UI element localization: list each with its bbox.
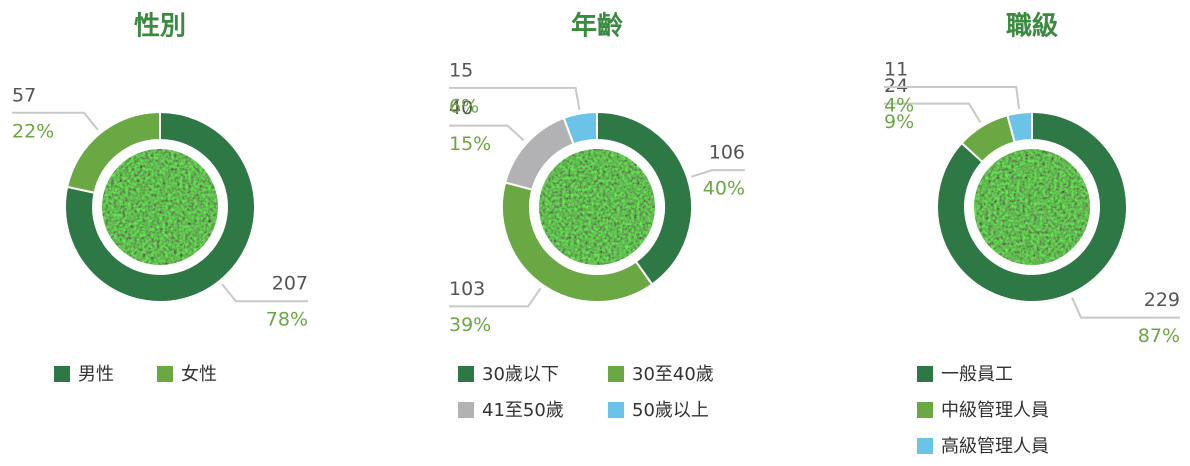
percent-label: 40% — [703, 178, 745, 200]
percent-label: 6% — [449, 95, 479, 117]
center-image — [974, 149, 1090, 265]
legend-label: 女性 — [181, 364, 217, 385]
legend-label: 高級管理人員 — [941, 436, 1049, 457]
count-label: 106 — [709, 142, 745, 164]
legend-swatch — [157, 366, 173, 382]
chart-title: 性別 — [134, 12, 186, 42]
page: {"chart_data": [ {"type": "donut", "titl… — [0, 0, 1190, 466]
legend-swatch — [458, 402, 474, 418]
legend-label: 50歲以上 — [632, 400, 709, 421]
count-label: 229 — [1144, 289, 1180, 311]
legend-swatch — [917, 438, 933, 454]
percent-label: 22% — [12, 120, 54, 142]
percent-label: 15% — [449, 133, 491, 155]
count-label: 207 — [272, 273, 308, 295]
legend-swatch — [608, 366, 624, 382]
chart-title: 職級 — [1006, 11, 1058, 42]
legend-label: 中級管理人員 — [941, 400, 1049, 421]
legend-label: 41至50歲 — [482, 400, 564, 421]
legend-label: 男性 — [78, 364, 114, 385]
legend-swatch — [54, 366, 70, 382]
percent-label: 4% — [884, 95, 914, 117]
leader-line — [691, 170, 745, 177]
legend-swatch — [917, 366, 933, 382]
chart-title: 年齡 — [571, 11, 623, 42]
charts: 性別20778%5722%男性女性年齡10640%10339%4015%156%… — [0, 0, 1190, 462]
count-label: 15 — [449, 59, 473, 81]
count-label: 57 — [12, 84, 36, 106]
count-label: 11 — [884, 59, 908, 81]
count-label: 103 — [449, 278, 485, 300]
legend-label: 一般員工 — [941, 364, 1013, 385]
legend-swatch — [917, 402, 933, 418]
percent-label: 78% — [266, 309, 308, 331]
legend-label: 30至40歲 — [632, 364, 714, 385]
percent-label: 87% — [1138, 325, 1180, 347]
legend-label: 30歲以下 — [482, 364, 559, 385]
percent-label: 39% — [449, 314, 491, 336]
legend-swatch — [608, 402, 624, 418]
center-image — [539, 149, 655, 265]
center-image — [102, 149, 218, 265]
body: 性別20778%5722%男性女性年齡10640%10339%4015%156%… — [0, 0, 1190, 466]
legend-swatch — [458, 366, 474, 382]
